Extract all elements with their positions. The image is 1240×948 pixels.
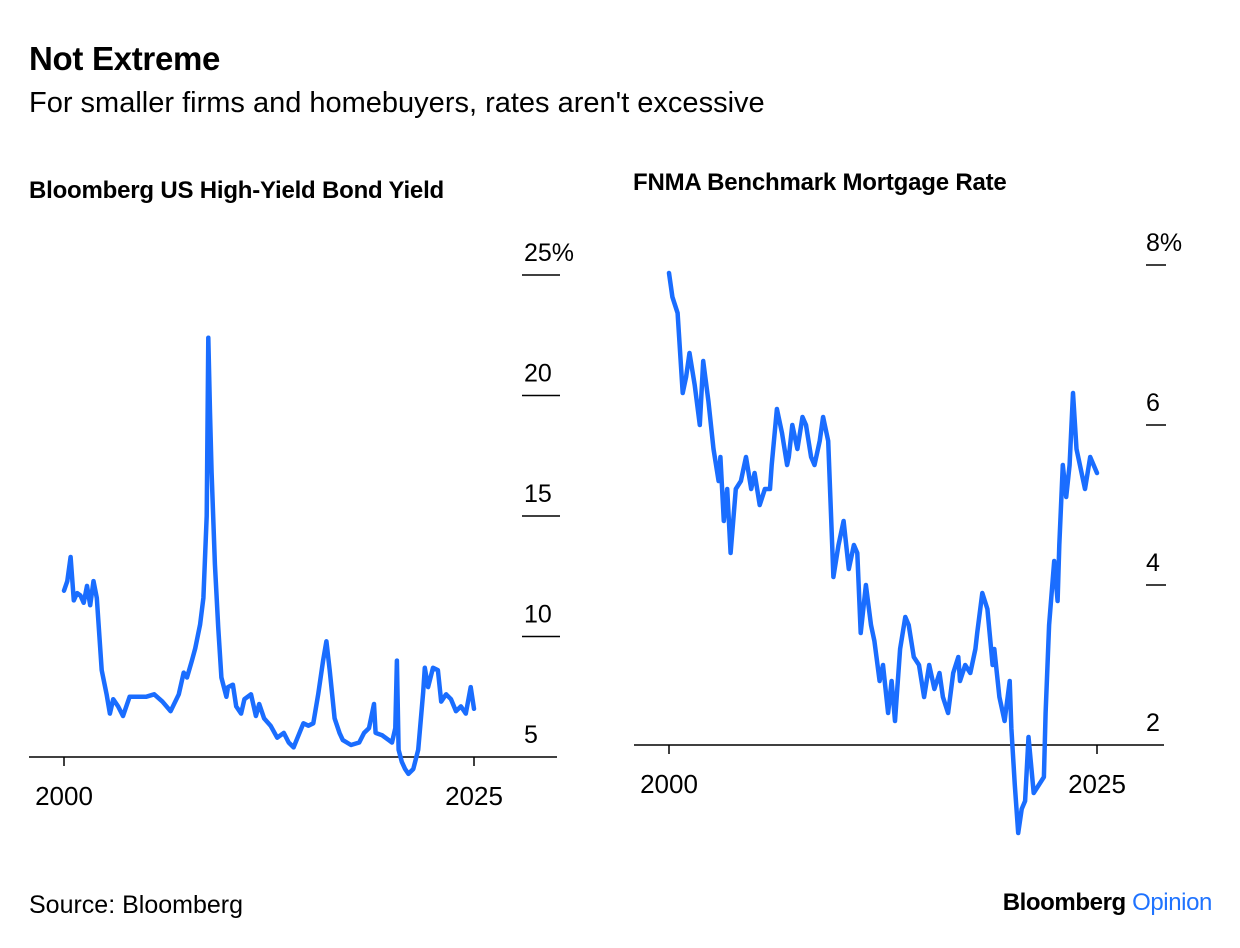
mr-y-tick-label: 6	[1146, 389, 1160, 417]
hy-y-tick-label: 10	[524, 601, 552, 629]
hy-y-tick-label: 25%	[524, 239, 574, 267]
hy-series-line	[61, 335, 477, 777]
mr-y-tick-label: 2	[1146, 709, 1160, 737]
brand-secondary: Opinion	[1132, 889, 1212, 916]
mr-x-tick-label: 2000	[640, 769, 698, 799]
mr-y-tick-label: 4	[1146, 549, 1160, 577]
left-panel-title: Bloomberg US High-Yield Bond Yield	[29, 177, 444, 204]
right-panel-title: FNMA Benchmark Mortgage Rate	[633, 169, 1007, 196]
hy-y-tick-label: 20	[524, 360, 552, 388]
mr-x-tick-label: 2025	[1068, 769, 1126, 799]
source-note: Source: Bloomberg	[29, 891, 244, 919]
hy-x-tick-label: 2000	[35, 781, 93, 811]
hy-y-tick-label: 5	[524, 721, 538, 749]
brand-primary: Bloomberg	[1002, 889, 1126, 916]
hy-y-tick-label: 15	[524, 480, 552, 508]
chart-title: Not Extreme	[29, 40, 221, 77]
brand-logo: Bloomberg Opinion	[1002, 889, 1213, 917]
hy-x-tick-label: 2025	[445, 781, 503, 811]
mr-series-line	[666, 270, 1100, 836]
mr-y-tick-label: 8%	[1146, 229, 1182, 257]
chart-subtitle: For smaller firms and homebuyers, rates …	[29, 87, 765, 119]
